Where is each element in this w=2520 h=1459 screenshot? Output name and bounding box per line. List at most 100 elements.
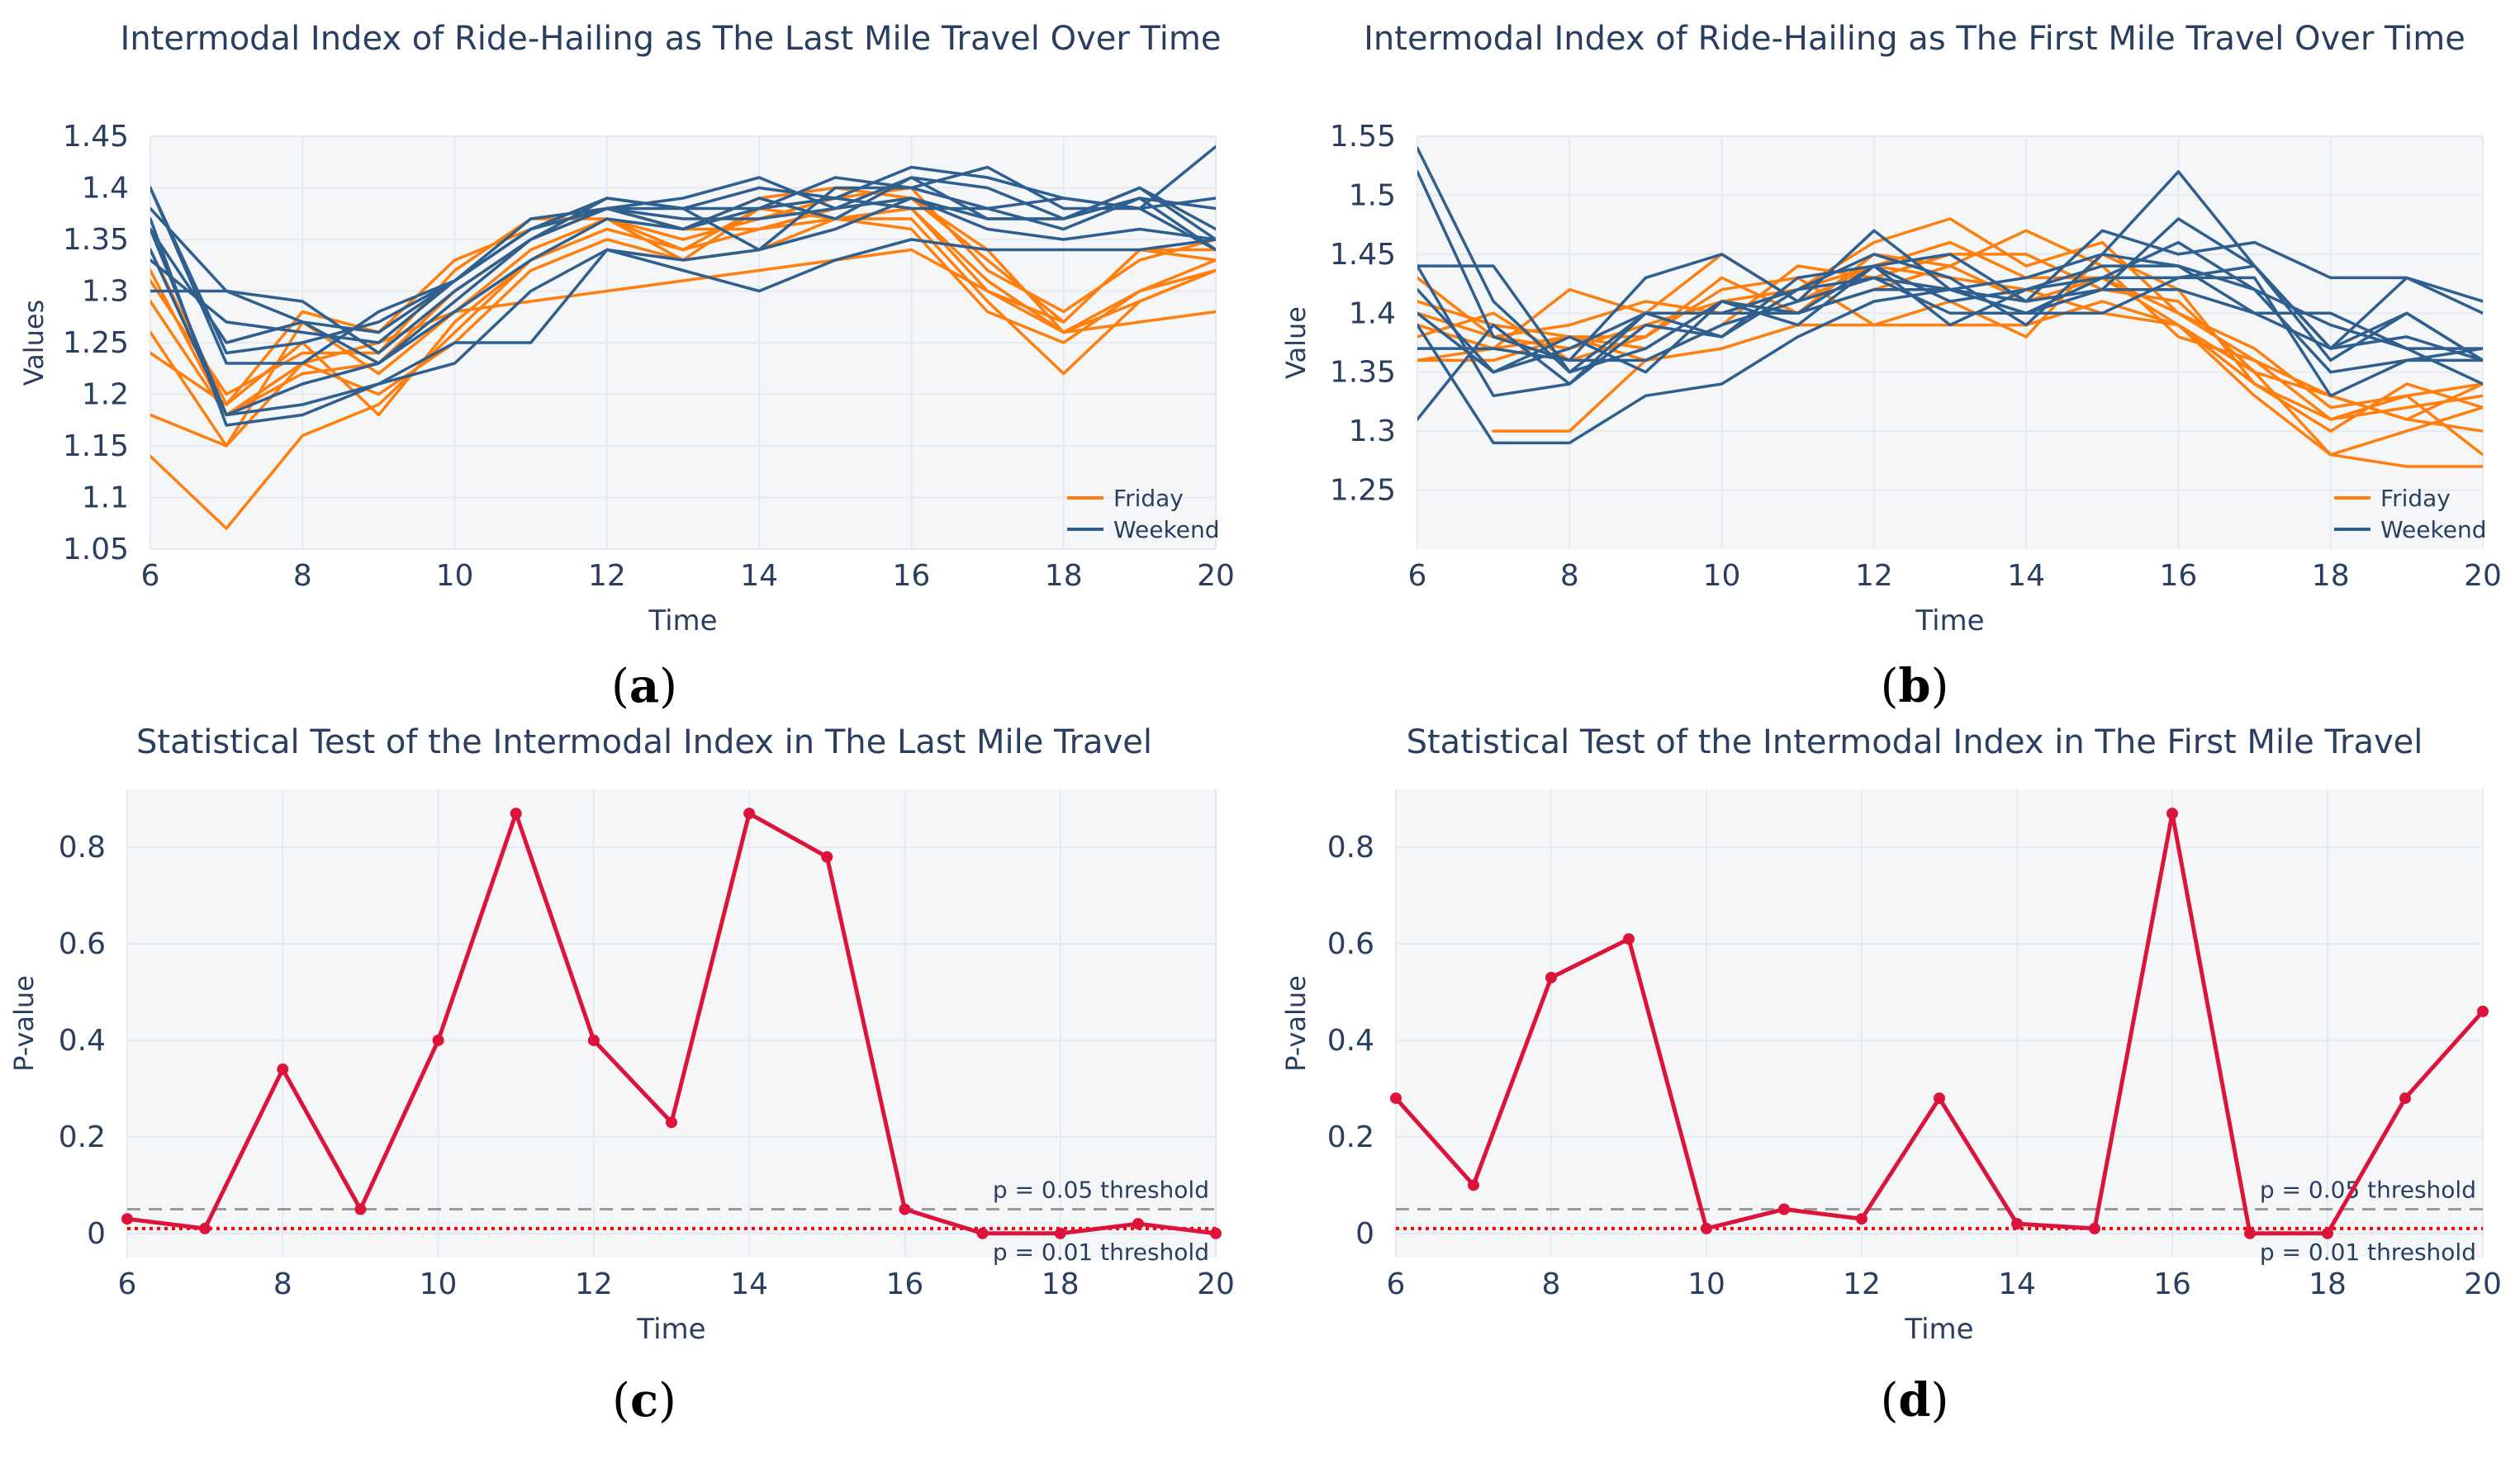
plot-area [1417, 136, 2483, 549]
x-tick-label: 12 [1843, 1267, 1881, 1301]
x-tick-label: 6 [141, 559, 160, 593]
data-point [976, 1227, 989, 1239]
data-point [2322, 1227, 2333, 1239]
y-tick-label: 0.8 [59, 831, 106, 865]
panel-caption: (b) [1881, 659, 1949, 713]
series-group [1417, 146, 2483, 468]
data-point [1934, 1092, 1945, 1105]
y-tick-label: 1.4 [1349, 296, 1396, 330]
y-tick-label: 1.5 [1349, 178, 1396, 212]
threshold-label-001: p = 0.01 threshold [2260, 1239, 2476, 1266]
y-tick-label: 0.2 [1327, 1120, 1374, 1154]
y-tick-label: 1.25 [63, 326, 129, 360]
y-tick-label: 1.25 [1330, 474, 1396, 508]
panel-caption: (a) [611, 659, 677, 713]
y-tick-label: 0.6 [59, 927, 106, 961]
y-axis-label: P-value [8, 975, 40, 1072]
data-point [2011, 1218, 2023, 1230]
series-line-weekend [150, 217, 1216, 427]
x-tick-label: 12 [1855, 559, 1893, 593]
y-tick-label: 1.4 [82, 172, 129, 206]
data-point [666, 1116, 677, 1129]
x-tick-label: 20 [1197, 1267, 1235, 1301]
series-line-weekend [1417, 264, 2483, 398]
x-tick-label: 14 [2007, 559, 2045, 593]
data-point [1132, 1218, 1144, 1230]
y-tick-label: 1.3 [1349, 414, 1396, 448]
data-point [1623, 933, 1635, 945]
chart-title: Statistical Test of the Intermodal Index… [1407, 723, 2423, 761]
caption-letter: c [630, 1373, 658, 1428]
data-point [2399, 1092, 2411, 1105]
series-line-friday [1417, 264, 2483, 433]
series-line-weekend [150, 176, 1216, 334]
caption-open-paren: ( [1881, 1374, 1899, 1428]
caption-letter: a [629, 659, 659, 713]
x-tick-label: 16 [2160, 559, 2198, 593]
y-tick-label: 0.6 [1327, 927, 1374, 961]
x-tick-label: 8 [1542, 1267, 1561, 1301]
x-tick-label: 12 [588, 559, 626, 593]
series-line-friday [1417, 240, 2483, 433]
series-line-weekend [150, 197, 1216, 417]
x-tick-label: 18 [1042, 1267, 1080, 1301]
caption-open-paren: ( [611, 660, 629, 713]
x-tick-label: 10 [1687, 1267, 1725, 1301]
x-tick-label: 16 [2153, 1267, 2191, 1301]
caption-close-paren: ) [1931, 1374, 1949, 1428]
threshold-label-001: p = 0.01 threshold [993, 1239, 1209, 1266]
legend-label-weekend: Weekend [2380, 516, 2486, 543]
data-point [432, 1034, 444, 1046]
y-tick-label: 0 [87, 1217, 106, 1251]
y-tick-label: 1.55 [1330, 120, 1396, 154]
legend-label-friday: Friday [1113, 485, 1184, 512]
y-tick-label: 0.2 [59, 1120, 106, 1154]
data-point [199, 1222, 211, 1234]
caption-close-paren: ) [659, 660, 677, 713]
x-tick-label: 18 [1045, 559, 1083, 593]
y-tick-label: 1.45 [1330, 238, 1396, 272]
data-point [121, 1213, 133, 1225]
x-tick-label: 10 [420, 1267, 458, 1301]
y-tick-label: 1.3 [82, 275, 129, 309]
chart-title: Statistical Test of the Intermodal Index… [136, 723, 1152, 761]
data-point [821, 850, 833, 863]
series-line-friday [150, 217, 1216, 530]
x-tick-label: 20 [2464, 1267, 2502, 1301]
x-axis-label: Time [636, 1313, 705, 1346]
series-line-weekend [150, 165, 1216, 344]
chart-title: Intermodal Index of Ride-Hailing as The … [1364, 20, 2465, 58]
y-tick-label: 1.35 [1330, 356, 1396, 390]
x-axis-label: Time [1904, 1313, 1973, 1346]
data-point [1545, 971, 1557, 983]
y-tick-label: 1.1 [82, 481, 129, 515]
data-point [1701, 1222, 1712, 1234]
x-axis-label: Time [648, 604, 717, 637]
series-line-weekend [150, 197, 1216, 417]
x-tick-label: 8 [293, 559, 312, 593]
y-axis-label: Values [18, 300, 50, 386]
panel-b-first-mile-index: 6 8 10 12 14 16 18 20 1.25 1.3 1.35 1.4 1.45 1.5 1.55 I… [1280, 20, 2502, 713]
x-tick-label: 6 [1408, 559, 1427, 593]
panel-caption: (c) [612, 1373, 676, 1428]
y-tick-label: 1.2 [82, 378, 129, 412]
data-point [1468, 1179, 1479, 1191]
y-tick-label: 0.4 [59, 1024, 106, 1058]
data-point [1054, 1227, 1066, 1239]
x-tick-label: 18 [2309, 1267, 2347, 1301]
data-point [587, 1034, 600, 1046]
data-point [2166, 808, 2178, 820]
data-point [2477, 1005, 2489, 1017]
series-line-weekend [1417, 264, 2483, 374]
caption-open-paren: ( [612, 1374, 630, 1428]
x-tick-label: 14 [730, 1267, 768, 1301]
panel-a-last-mile-index: 6 8 10 12 14 16 18 20 1.05 1.1 1.15 1.2 1.25 1.3 1.35 1… [18, 20, 1235, 713]
panel-c-last-mile-test: 6 8 10 12 14 16 18 20 0 0.2 0.4 0.6 0.8 Statistical T… [8, 723, 1235, 1428]
x-tick-label: 10 [436, 559, 474, 593]
legend-label-friday: Friday [2380, 485, 2451, 512]
series-line-weekend [150, 186, 1216, 365]
plot-area [127, 789, 1216, 1258]
x-tick-label: 16 [886, 1267, 924, 1301]
caption-close-paren: ) [1931, 660, 1949, 713]
y-tick-label: 0 [1355, 1217, 1374, 1251]
